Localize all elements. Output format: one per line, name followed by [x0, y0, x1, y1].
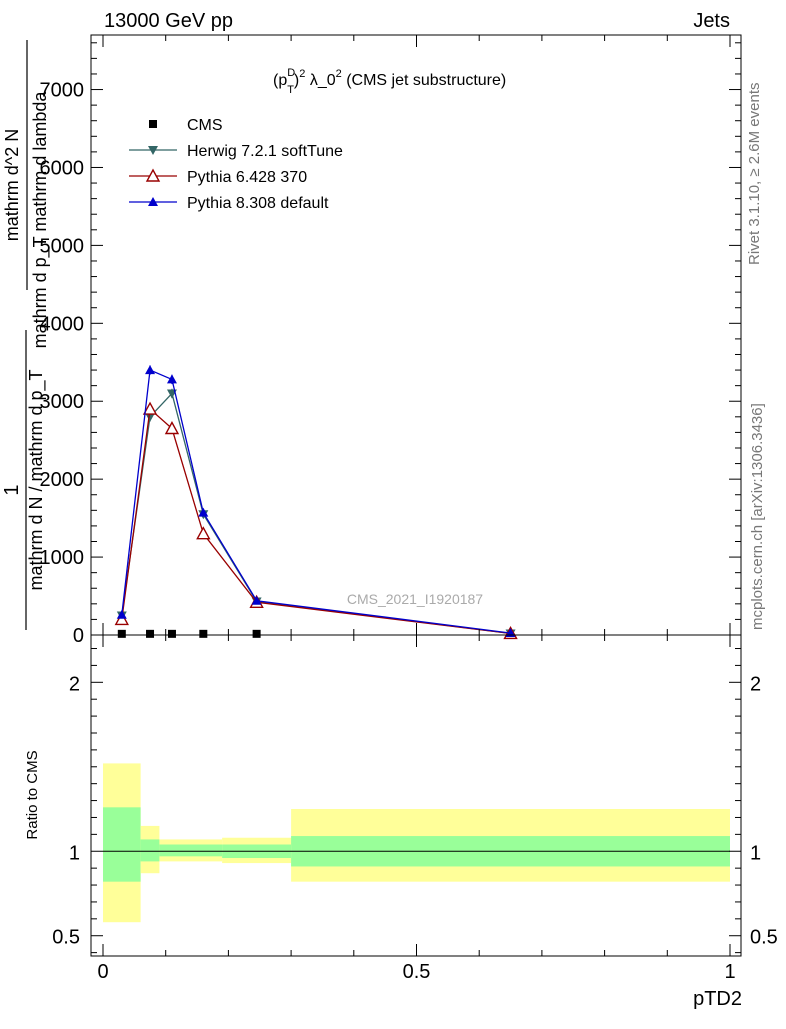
- ratio-ytick-label-right: 2: [750, 673, 761, 695]
- ratio-ytick-label: 1: [69, 842, 80, 864]
- legend: CMS Herwig 7.2.1 softTune Pythia 6.428 370…: [129, 117, 343, 212]
- main-ytick-label: 4000: [40, 313, 85, 335]
- ratio-plot-content: [103, 763, 730, 923]
- ratio-xtick-label: 0: [97, 961, 108, 983]
- pythia6-marker: [114, 611, 129, 626]
- title-sup2: 2: [299, 68, 305, 80]
- cms-marker: [199, 629, 208, 638]
- pythia8-marker: [145, 365, 156, 375]
- series-line-3: [121, 369, 511, 634]
- title-sup3: 2: [336, 68, 342, 80]
- rivet-label: Rivet 3.1.10, ≥ 2.6M events: [746, 83, 763, 266]
- series-line-2: [121, 407, 511, 635]
- ratio-ylabel: Ratio to CMS: [24, 750, 41, 839]
- main-ytick-label: 3000: [40, 391, 85, 413]
- ylabel-frac-bottom-a: mathrm d N / mathrm d p_T: [26, 369, 47, 590]
- pythia6-marker: [142, 401, 158, 415]
- title-sup1: D: [287, 67, 295, 79]
- cms-marker: [146, 629, 155, 638]
- main-ytick-label: 2000: [40, 469, 85, 491]
- mcplots-label: mcplots.cern.ch [arXiv:1306.3436]: [749, 403, 766, 630]
- legend-label: Pythia 8.308 default: [187, 195, 329, 212]
- main-ytick-label: 7000: [40, 80, 85, 102]
- ratio-ytick-label-right: 0.5: [750, 927, 778, 949]
- title-sub1: T: [287, 84, 294, 96]
- ratio-xtick-label: 1: [724, 961, 735, 983]
- ratio-ytick-label: 2: [69, 673, 80, 695]
- ylabel-frac-top-b: mathrm d^2 N: [2, 129, 22, 241]
- pythia6-marker: [196, 526, 211, 540]
- ylabel-frac-top-a: 1: [1, 484, 23, 495]
- cms-marker: [117, 629, 126, 638]
- main-title: (pD T)2 λ_02 (CMS jet substructure): [273, 67, 506, 96]
- title-a: (p: [273, 72, 287, 89]
- title-c: λ_0: [305, 72, 335, 89]
- ratio-band-inner: [103, 807, 141, 882]
- legend-label: Herwig 7.2.1 softTune: [187, 143, 343, 160]
- pythia8-marker: [251, 595, 262, 605]
- main-ytick-label: 0: [73, 625, 84, 647]
- pythia6-marker: [164, 421, 180, 435]
- title-d: (CMS jet substructure): [342, 72, 506, 89]
- cms-marker: [252, 629, 261, 638]
- cms-marker: [149, 120, 157, 128]
- title-b: ): [294, 72, 299, 89]
- ratio-band-inner: [140, 839, 160, 862]
- pythia6-marker: [145, 168, 161, 182]
- main-ylabel: 1 mathrm d N / mathrm d p_T mathrm d^2 N…: [1, 40, 51, 630]
- ratio-axes: 0.5 0.5 1 1 2 2 0 0.5 1: [52, 635, 778, 983]
- pythia8-marker: [198, 507, 209, 517]
- ratio-xlabel: pTD2: [693, 988, 742, 1010]
- main-axes: 0 1000 2000 3000 4000 5000 6000 7000: [40, 35, 741, 647]
- legend-label: Pythia 6.428 370: [187, 169, 307, 186]
- pythia8-marker: [116, 609, 127, 619]
- analysis-watermark: CMS_2021_I1920187: [347, 591, 483, 607]
- ratio-ytick-label-right: 1: [750, 842, 761, 864]
- ratio-plot-frame: [90, 634, 742, 957]
- header-right: Jets: [693, 10, 730, 32]
- pythia8-marker: [148, 197, 158, 206]
- main-plot-content: [114, 365, 518, 640]
- legend-label: CMS: [187, 117, 223, 134]
- cms-marker: [167, 629, 176, 638]
- ratio-band-inner: [159, 844, 223, 857]
- main-ytick-label: 5000: [40, 235, 85, 257]
- main-ytick-label: 1000: [40, 547, 85, 569]
- herwig-marker: [145, 412, 156, 422]
- ratio-ytick-label: 0.5: [52, 927, 80, 949]
- ylabel-frac-bottom-b: mathrm d p_T mathrm d lambda: [30, 91, 51, 349]
- herwig-marker: [148, 146, 158, 155]
- header-left: 13000 GeV pp: [104, 10, 233, 32]
- ratio-xtick-label: 0.5: [403, 961, 431, 983]
- main-ytick-label: 6000: [40, 157, 85, 179]
- pythia8-marker: [166, 374, 177, 384]
